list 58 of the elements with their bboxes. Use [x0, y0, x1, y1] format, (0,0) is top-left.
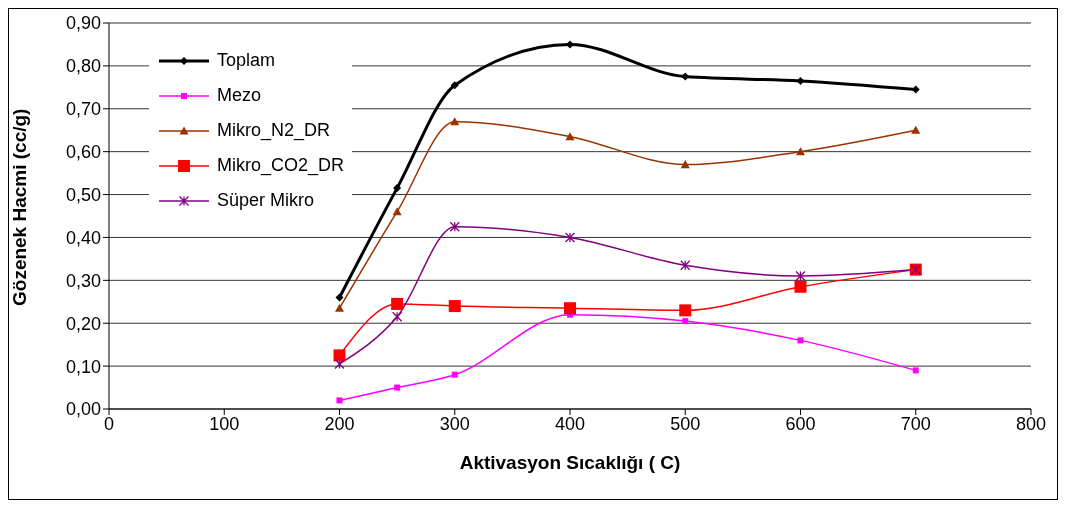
point [391, 297, 404, 310]
y-tick-label: 0,40 [65, 227, 101, 248]
x-tick-label: 100 [209, 413, 240, 434]
point [448, 300, 461, 313]
x-tick-label: 0 [103, 413, 115, 434]
point [450, 117, 460, 126]
point [335, 303, 344, 312]
point [794, 280, 807, 293]
point [680, 160, 690, 169]
x-tick-label: 300 [439, 413, 470, 434]
y-tick-label: 0,20 [65, 313, 101, 334]
y-tick-label: 0,60 [65, 142, 101, 163]
point [335, 293, 344, 302]
point [334, 358, 345, 370]
point [681, 72, 690, 81]
point [680, 260, 691, 271]
legend-label: Toplam [217, 50, 276, 71]
y-tick-label: 0,30 [65, 270, 101, 291]
point [796, 147, 805, 156]
x-tick-label: 800 [1015, 413, 1047, 434]
point [336, 397, 343, 404]
point [797, 337, 804, 344]
point [392, 207, 402, 216]
point [795, 270, 806, 282]
point [449, 221, 460, 232]
x-tick-label: 500 [670, 413, 701, 434]
point [394, 384, 401, 391]
y-tick-label: 0,90 [65, 13, 101, 34]
legend-label: Mikro_CO2_DR [217, 155, 345, 176]
x-axis-title: Aktivasyon Sıcaklığı ( C) [459, 452, 681, 473]
point [679, 304, 692, 317]
point [912, 367, 919, 374]
x-tick-label: 400 [554, 413, 586, 434]
point [451, 371, 458, 378]
point [911, 85, 920, 94]
point [565, 132, 575, 141]
y-tick-label: 0,70 [65, 99, 101, 120]
point [391, 311, 403, 322]
legend-label: Mikro_N2_DR [217, 120, 331, 141]
y-tick-label: 0,10 [65, 356, 101, 377]
point [911, 125, 921, 134]
point [333, 349, 346, 362]
y-tick-label: 0,50 [65, 184, 101, 205]
y-tick-label: 0,80 [65, 56, 101, 77]
x-tick-label: 700 [900, 413, 931, 434]
y-tick-label: 0,00 [65, 399, 101, 420]
point [393, 184, 402, 193]
point [566, 40, 574, 49]
point [682, 318, 689, 325]
legend-label: Mezo [217, 85, 262, 106]
y-axis-title: Gözenek Hacmi (cc/g) [8, 108, 30, 306]
point [564, 232, 576, 243]
point [450, 81, 459, 90]
point [796, 76, 805, 85]
legend-label: Süper Mikro [217, 190, 315, 211]
x-tick-label: 200 [324, 413, 355, 434]
point [564, 302, 576, 315]
x-tick-label: 600 [785, 413, 816, 434]
